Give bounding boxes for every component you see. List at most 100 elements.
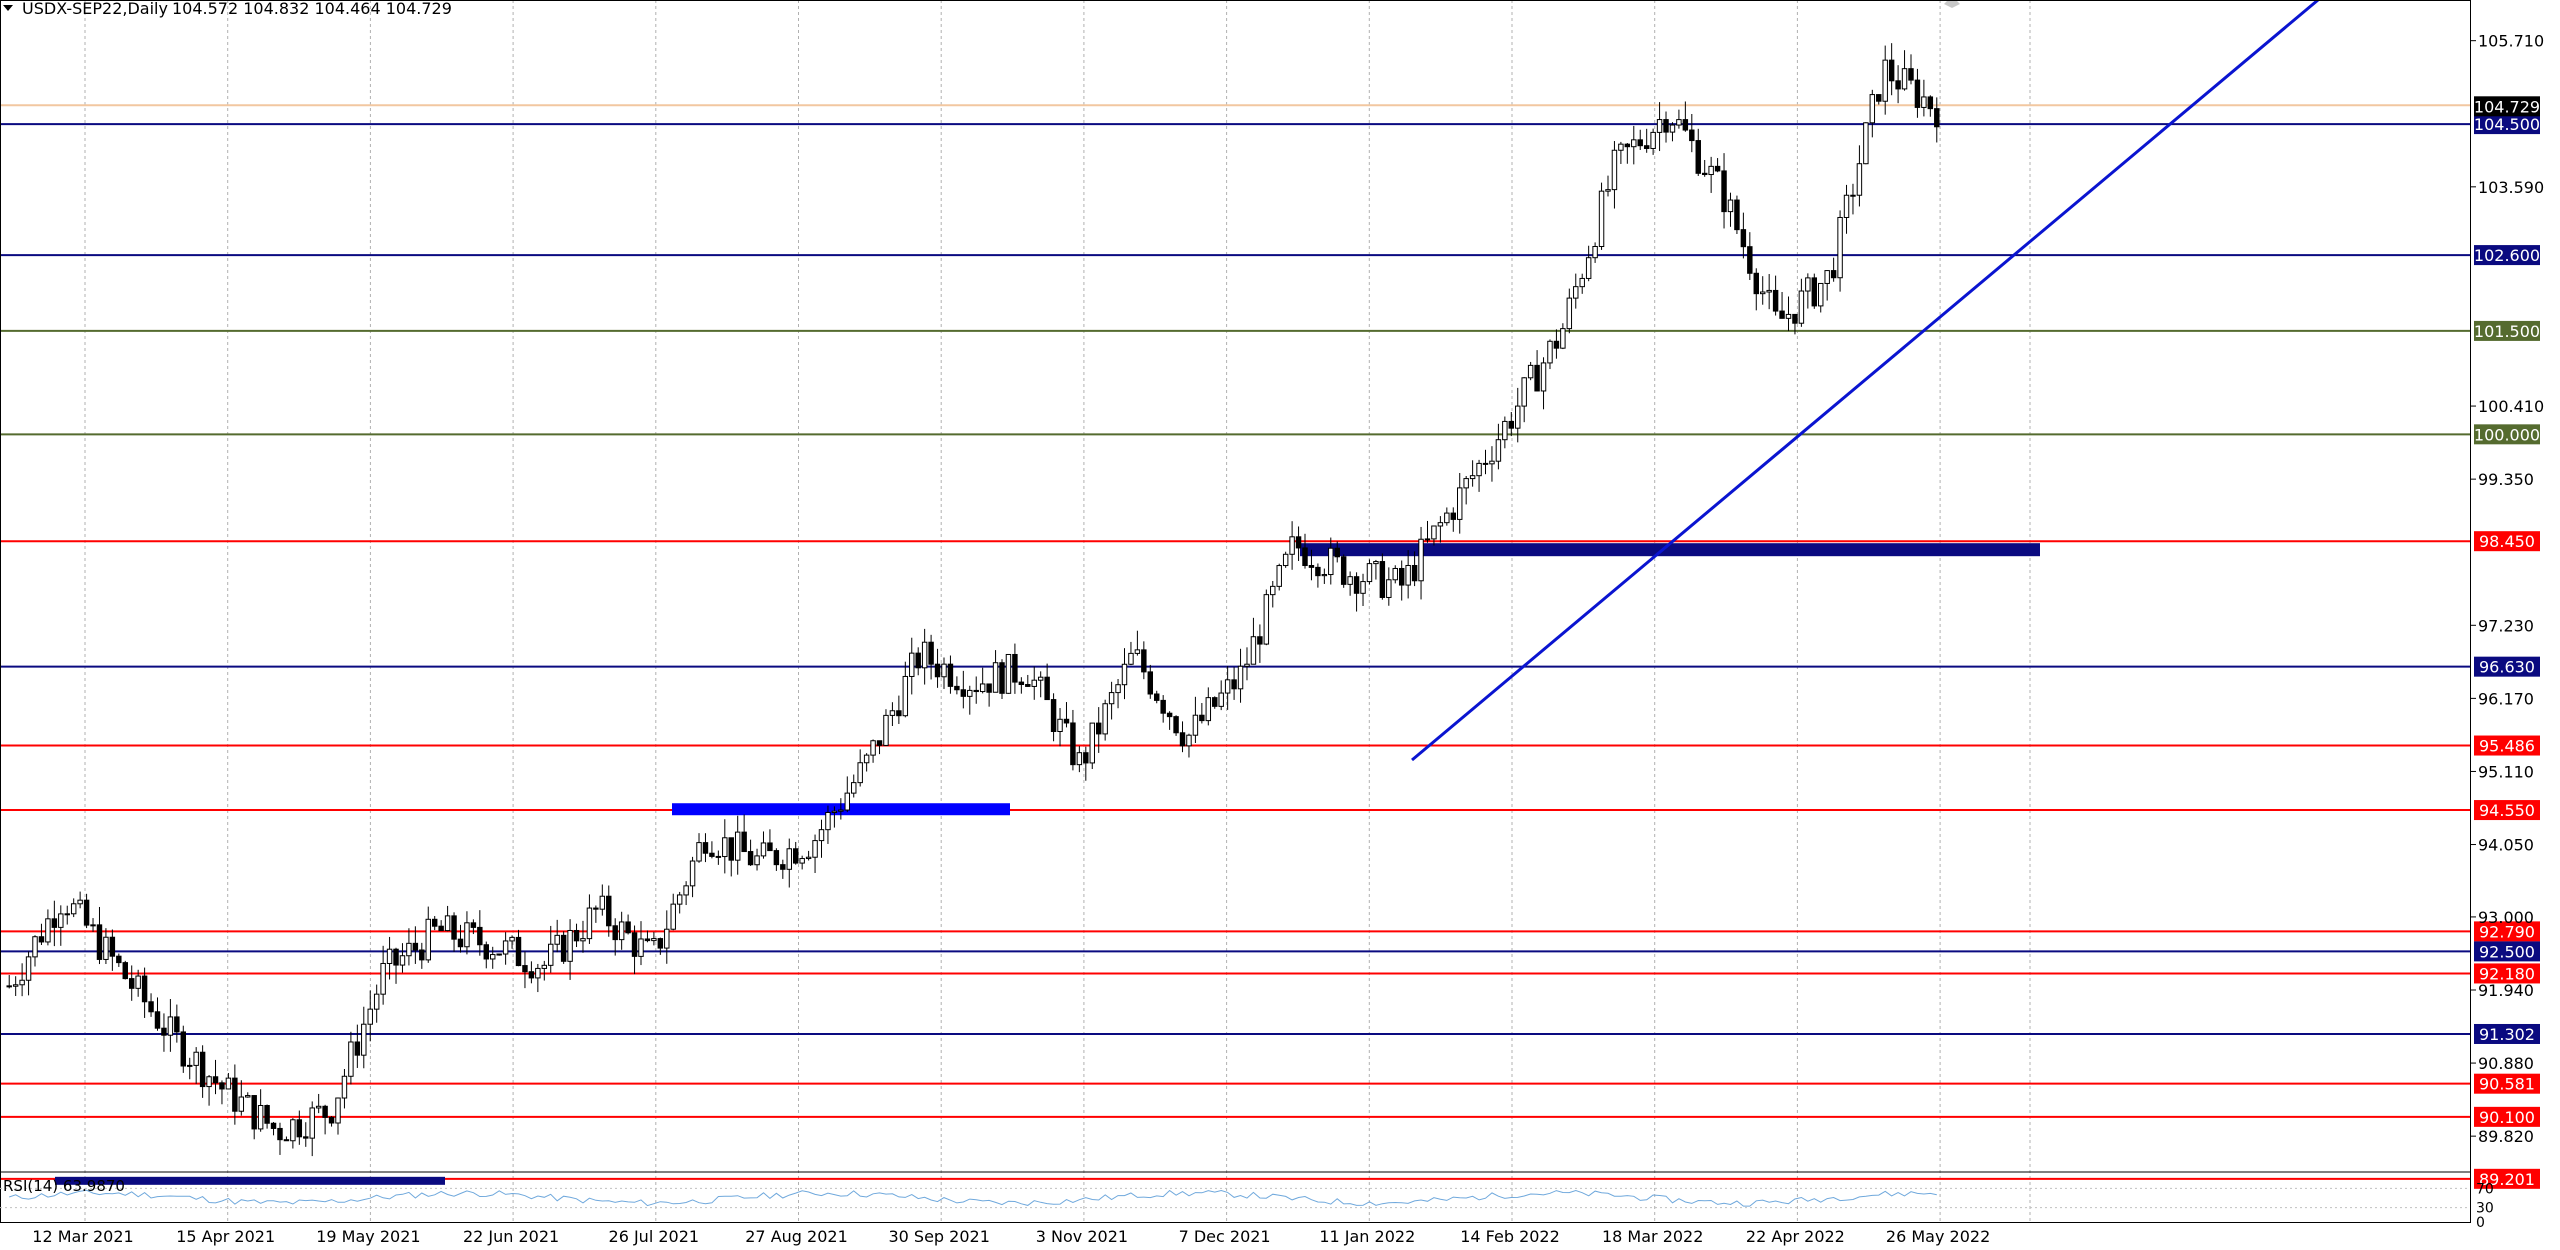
candle[interactable]: [1605, 175, 1611, 197]
candle[interactable]: [1437, 516, 1444, 543]
candle[interactable]: [509, 935, 515, 949]
candle[interactable]: [1263, 589, 1270, 646]
candle[interactable]: [618, 911, 625, 950]
candle[interactable]: [909, 637, 915, 695]
candle[interactable]: [419, 942, 425, 969]
candle[interactable]: [541, 960, 548, 981]
candle[interactable]: [238, 1080, 245, 1116]
candle[interactable]: [1463, 476, 1469, 505]
candle[interactable]: [431, 916, 438, 931]
candle[interactable]: [380, 945, 386, 1005]
candle[interactable]: [1476, 459, 1482, 492]
candle[interactable]: [1560, 323, 1566, 350]
candle[interactable]: [915, 647, 921, 676]
candle[interactable]: [58, 905, 64, 946]
candle[interactable]: [1121, 648, 1128, 700]
candle[interactable]: [1805, 273, 1811, 309]
candle[interactable]: [38, 923, 45, 945]
trendline-group[interactable]: [1411, 0, 2319, 762]
candle[interactable]: [1598, 182, 1605, 250]
candle[interactable]: [1469, 460, 1476, 487]
candle[interactable]: [1276, 563, 1282, 591]
candle[interactable]: [973, 676, 979, 704]
candle[interactable]: [1856, 145, 1863, 207]
candle[interactable]: [870, 739, 876, 763]
candle[interactable]: [187, 1057, 193, 1080]
candle[interactable]: [167, 999, 174, 1052]
candle[interactable]: [1102, 699, 1108, 741]
candle[interactable]: [715, 850, 722, 865]
candle[interactable]: [612, 918, 618, 956]
candle[interactable]: [1798, 278, 1805, 327]
candle[interactable]: [1573, 273, 1579, 309]
candle[interactable]: [77, 891, 83, 909]
candle[interactable]: [979, 667, 986, 694]
candle[interactable]: [341, 1068, 348, 1109]
candle[interactable]: [1850, 183, 1856, 215]
candle[interactable]: [1489, 446, 1495, 482]
candle[interactable]: [1315, 563, 1321, 588]
candle[interactable]: [1063, 702, 1070, 728]
candle[interactable]: [593, 905, 599, 923]
candle[interactable]: [1128, 641, 1134, 666]
candle[interactable]: [876, 740, 883, 755]
candle[interactable]: [70, 898, 77, 918]
candle[interactable]: [928, 634, 934, 680]
candle[interactable]: [386, 936, 393, 980]
candle[interactable]: [1540, 357, 1547, 410]
candle[interactable]: [328, 1116, 335, 1127]
candle[interactable]: [83, 893, 90, 929]
candle[interactable]: [1701, 159, 1708, 177]
candle[interactable]: [1811, 273, 1818, 309]
candle[interactable]: [741, 814, 747, 853]
candle[interactable]: [45, 909, 51, 946]
candle[interactable]: [1882, 45, 1888, 115]
candle[interactable]: [1689, 114, 1695, 153]
candles[interactable]: [6, 43, 1940, 1157]
candle[interactable]: [941, 657, 947, 689]
candle[interactable]: [148, 993, 154, 1017]
candle[interactable]: [1618, 141, 1624, 164]
candle[interactable]: [1818, 282, 1824, 313]
candle[interactable]: [625, 914, 631, 935]
candle[interactable]: [1418, 526, 1424, 600]
candle[interactable]: [960, 670, 967, 709]
candle[interactable]: [1257, 624, 1263, 663]
candle[interactable]: [1830, 257, 1837, 282]
candle[interactable]: [1669, 122, 1676, 142]
candle[interactable]: [1734, 195, 1740, 235]
candle[interactable]: [1444, 507, 1450, 526]
candle[interactable]: [193, 1047, 199, 1084]
candle[interactable]: [580, 920, 586, 953]
candle[interactable]: [709, 841, 715, 859]
candle[interactable]: [309, 1101, 315, 1157]
candle[interactable]: [999, 659, 1005, 700]
candle[interactable]: [438, 920, 444, 932]
candle[interactable]: [1321, 568, 1328, 584]
candle[interactable]: [315, 1093, 322, 1114]
candle[interactable]: [1592, 242, 1598, 263]
candle[interactable]: [1495, 423, 1502, 470]
collapse-triangle-icon[interactable]: [3, 5, 13, 11]
candle[interactable]: [206, 1075, 212, 1106]
candle[interactable]: [141, 967, 148, 1018]
candle[interactable]: [1714, 158, 1721, 173]
candle[interactable]: [548, 925, 554, 973]
candle[interactable]: [889, 702, 896, 727]
candle[interactable]: [1695, 128, 1701, 176]
candle[interactable]: [348, 1031, 354, 1085]
candle[interactable]: [32, 935, 38, 967]
candle[interactable]: [1792, 313, 1798, 335]
candle[interactable]: [702, 833, 709, 863]
candle[interactable]: [560, 931, 567, 964]
candle[interactable]: [496, 953, 502, 956]
candle[interactable]: [303, 1122, 309, 1147]
horizontal-levels[interactable]: 104.500 102.600 101.500 100.000 98.450 96.630…: [0, 96, 2540, 1189]
candle[interactable]: [947, 655, 954, 694]
candle[interactable]: [199, 1045, 206, 1098]
candle[interactable]: [283, 1136, 290, 1142]
candle[interactable]: [683, 881, 689, 906]
candle[interactable]: [277, 1122, 283, 1155]
candle[interactable]: [1244, 647, 1250, 681]
candle[interactable]: [1521, 377, 1527, 423]
